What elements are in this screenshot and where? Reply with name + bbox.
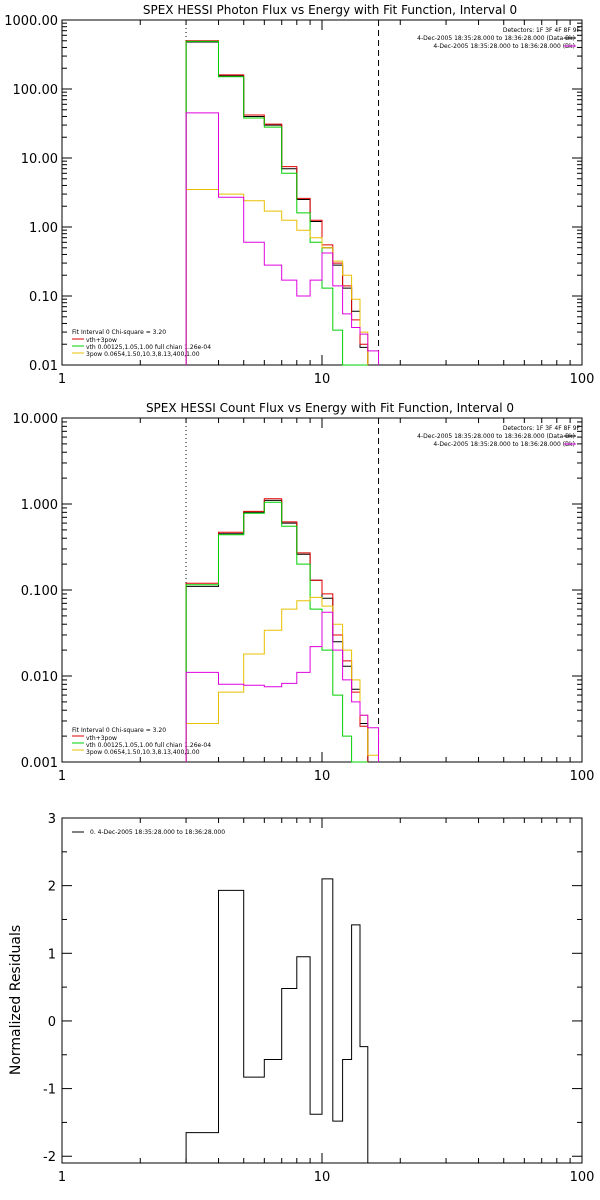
y-tick-label: 2 [48, 880, 56, 895]
count-flux-panel: SPEX HESSI Count Flux vs Energy with Fit… [13, 401, 595, 784]
y-tick-label: -2 [43, 1150, 56, 1165]
series-line-1 [185, 40, 369, 365]
fit-text-model-2: vth+3pow [86, 735, 117, 742]
count-flux-title: SPEX HESSI Count Flux vs Energy with Fit… [146, 401, 514, 415]
x-tick-label: 10 [314, 372, 331, 387]
plot-frame [61, 19, 583, 366]
x-tick-label: 100 [570, 372, 595, 387]
fit-text-vth-2: vth 0.00125,1.05,1.00 full chian 1.26e-0… [86, 742, 211, 749]
x-tick-label: 1 [58, 769, 66, 784]
residuals-ylabel: Normalized Residuals [8, 925, 24, 1075]
y-tick-label: 0.010 [21, 670, 58, 685]
series-line-3 [185, 189, 369, 365]
y-tick-label: 10.00 [21, 152, 58, 167]
header-detectors-2: Detectors: 1F 3F 4F 8F 9F [503, 425, 581, 432]
fit-text-3pow-2: 3pow 0.0654,1.50,10.3,8.13,400,1.00 [86, 749, 200, 756]
y-tick-label: 0 [48, 1015, 56, 1030]
y-tick-label: 100.00 [13, 83, 59, 98]
fit-text-chisq: Fit Interval 0 Chi-square = 3.20 [72, 329, 166, 336]
y-tick-label: 10.000 [13, 412, 59, 427]
y-tick-label: 0.01 [29, 359, 58, 374]
photon-flux-panel: SPEX HESSI Photon Flux vs Energy with Fi… [4, 3, 594, 387]
x-tick-label: 1 [58, 372, 66, 387]
header-data-bk-2: 4-Dec-2005 18:35:28.000 to 18:36:28.000 … [417, 433, 575, 440]
series-line-3 [185, 596, 379, 762]
series-line-0 [185, 41, 369, 365]
y-tick-label: 1.00 [29, 221, 58, 236]
series-line-2 [185, 501, 368, 763]
fit-text-3pow: 3pow 0.0654,1.50,10.3,8.13,400,1.00 [86, 351, 200, 358]
series-line-4 [185, 112, 379, 365]
x-tick-label: 100 [570, 769, 595, 784]
header-detectors: Detectors: 1F 3F 4F 8F 9F [503, 27, 581, 34]
header-bk: 4-Dec-2005 18:35:28.000 to 18:36:28.000 … [433, 43, 575, 50]
y-tick-label: 1000.00 [4, 14, 58, 29]
residuals-legend-text: 0. 4-Dec-2005 18:35:28.000 to 18:36:28.0… [90, 829, 225, 836]
series-line-4 [185, 611, 379, 762]
y-tick-label: 0.10 [29, 290, 58, 305]
y-tick-label: 0.001 [21, 756, 58, 771]
series-line-0 [185, 878, 379, 1164]
fit-text-chisq-2: Fit Interval 0 Chi-square = 3.20 [72, 727, 166, 734]
series-line-0 [185, 499, 369, 762]
series-line-2 [185, 40, 368, 366]
x-tick-label: 10 [314, 769, 331, 784]
residuals-panel: Normalized Residuals 0. 4-Dec-2005 18:35… [8, 812, 594, 1185]
x-tick-label: 1 [58, 1170, 66, 1185]
y-tick-label: 1 [48, 947, 56, 962]
y-tick-label: 3 [48, 812, 56, 827]
y-tick-label: 0.100 [21, 584, 58, 599]
y-tick-label: -1 [43, 1083, 56, 1098]
x-tick-label: 100 [570, 1170, 595, 1185]
photon-flux-title: SPEX HESSI Photon Flux vs Energy with Fi… [143, 3, 517, 17]
header-data-bk: 4-Dec-2005 18:35:28.000 to 18:36:28.000 … [417, 35, 575, 42]
fit-text-vth: vth 0.00125,1.05,1.00 full chian 1.26e-0… [86, 344, 211, 351]
fit-text-model: vth+3pow [86, 337, 117, 344]
y-tick-label: 1.000 [21, 498, 58, 513]
x-tick-label: 10 [314, 1170, 331, 1185]
header-bk-2: 4-Dec-2005 18:35:28.000 to 18:36:28.000 … [433, 441, 575, 448]
